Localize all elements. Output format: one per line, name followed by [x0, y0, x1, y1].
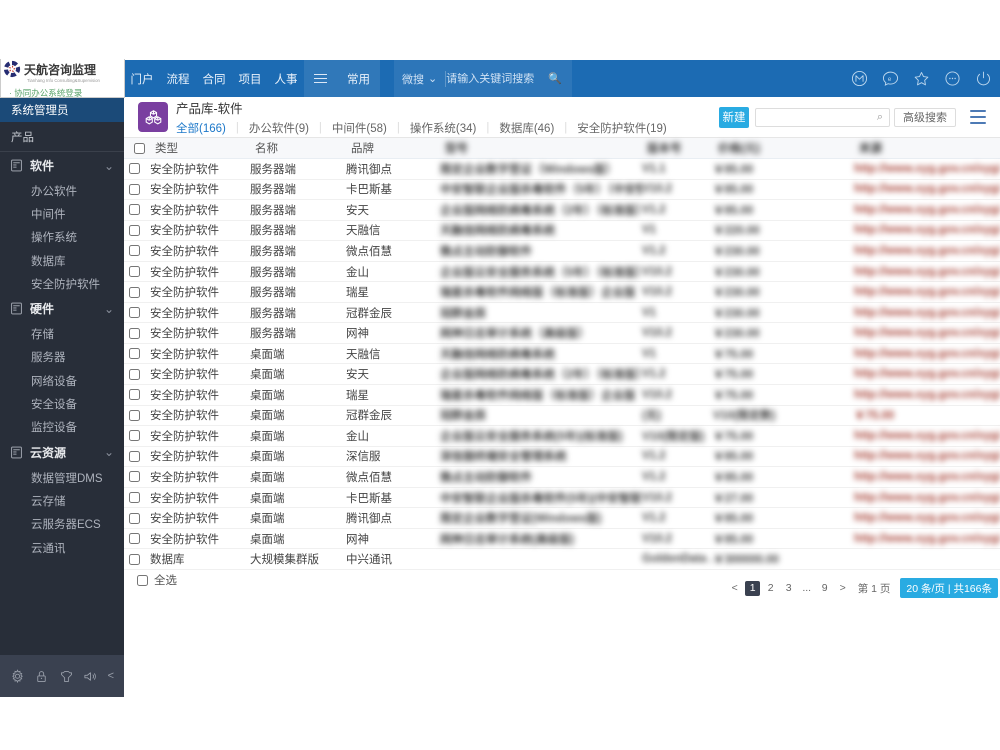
svg-text:e: e — [888, 77, 892, 83]
